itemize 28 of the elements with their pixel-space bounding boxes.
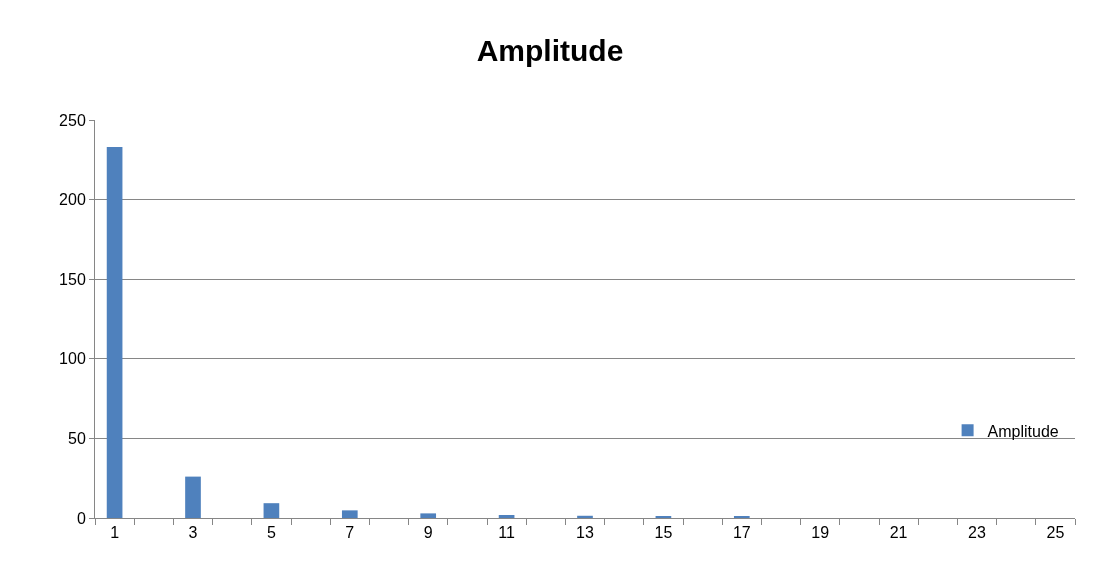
x-tick-label: 21 (889, 524, 908, 542)
x-tick-label: 25 (1046, 524, 1065, 542)
y-tick-label: 150 (59, 270, 86, 288)
x-tick-label: 19 (811, 524, 830, 542)
x-tick-label: 11 (498, 524, 516, 542)
bar (420, 513, 437, 518)
bar (185, 476, 201, 518)
y-tick-label: 0 (76, 509, 86, 527)
x-tick-label: 17 (732, 524, 751, 542)
x-tick-label: 3 (188, 524, 198, 542)
legend-label: Amplitude (987, 422, 1059, 440)
x-tick-label: 5 (266, 524, 276, 542)
bar (577, 515, 593, 518)
y-tick-label: 200 (59, 191, 86, 209)
bar (263, 503, 280, 518)
x-tick-label: 15 (654, 524, 673, 542)
y-tick-label: 50 (68, 430, 86, 447)
x-tick-label: 7 (345, 524, 355, 542)
bar (498, 514, 515, 518)
bar (106, 147, 123, 518)
x-tick-label: 1 (110, 524, 120, 542)
chart-title: Amplitude (476, 34, 624, 68)
x-tick-label: 23 (968, 524, 986, 542)
y-tick-label: 250 (59, 111, 86, 129)
x-tick-label: 9 (423, 524, 433, 542)
y-tick-label: 100 (59, 350, 86, 368)
x-tick-label: 13 (576, 524, 594, 542)
bar (341, 510, 358, 518)
